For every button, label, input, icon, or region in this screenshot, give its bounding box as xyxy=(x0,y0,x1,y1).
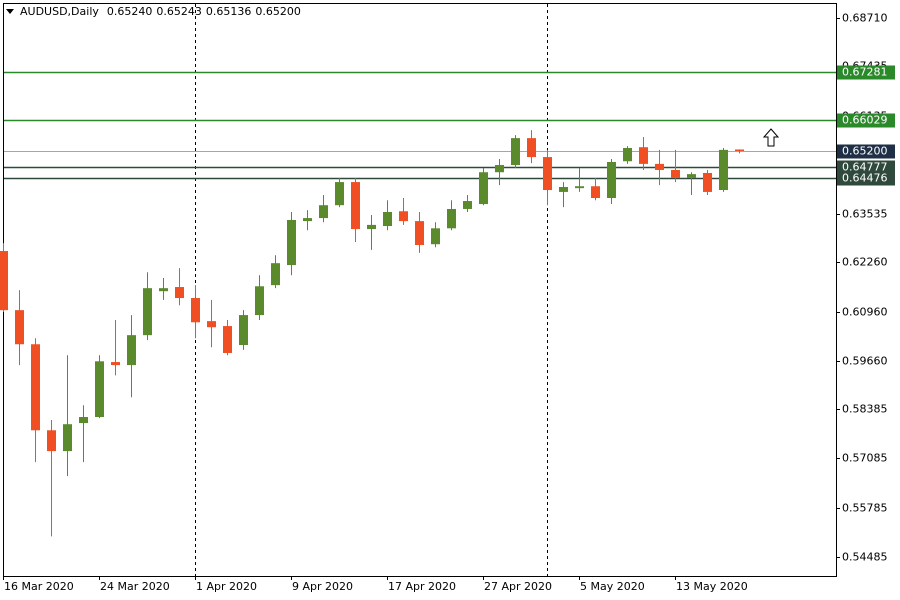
y-tick-label: 0.55785 xyxy=(842,502,888,515)
price-level-label: 0.67281 xyxy=(842,66,888,79)
candle-body xyxy=(431,228,440,245)
price-level-label-box xyxy=(837,144,895,159)
candle-body xyxy=(351,182,360,230)
candle-body xyxy=(79,417,88,424)
x-tick-label: 1 Apr 2020 xyxy=(196,580,257,593)
candle-body xyxy=(735,149,744,152)
candle-body xyxy=(31,344,40,431)
price-level-label-box xyxy=(837,113,895,128)
candle-body xyxy=(127,335,136,366)
candle-body xyxy=(687,174,696,178)
candle-body xyxy=(447,208,456,229)
candle-body xyxy=(175,287,184,299)
x-tick-label: 13 May 2020 xyxy=(676,580,748,593)
candle-body xyxy=(495,165,504,173)
candle-body xyxy=(63,424,72,452)
price-level-label: 0.64476 xyxy=(842,172,888,185)
x-tick-label: 24 Mar 2020 xyxy=(100,580,170,593)
menu-triangle[interactable] xyxy=(6,9,14,14)
x-tick-label: 5 May 2020 xyxy=(580,580,645,593)
candle-body xyxy=(335,182,344,206)
candle-body xyxy=(527,138,536,158)
candle-body xyxy=(655,163,664,170)
y-tick-label: 0.54485 xyxy=(842,551,888,564)
candle-body xyxy=(559,187,568,192)
candle-body xyxy=(719,149,728,191)
candle-body xyxy=(367,224,376,230)
price-level-label-box xyxy=(837,171,895,186)
chart-header: AUDUSD,Daily 0.65240 0.65243 0.65136 0.65200 xyxy=(20,5,301,18)
candle-body xyxy=(159,288,168,292)
y-tick-label: 0.58385 xyxy=(842,403,888,416)
candle-body xyxy=(671,169,680,178)
y-tick-label: 0.68710 xyxy=(842,12,888,25)
candle-body xyxy=(319,205,328,219)
candle-body xyxy=(255,286,264,316)
ohlc-value: 0.65200 xyxy=(255,5,301,18)
candle-body xyxy=(207,321,216,328)
candle-body xyxy=(607,161,616,198)
candle-body xyxy=(591,186,600,198)
price-level-label: 0.66029 xyxy=(842,114,888,127)
candle-body xyxy=(0,251,8,311)
candle-body xyxy=(511,138,520,166)
x-tick-label: 16 Mar 2020 xyxy=(4,580,74,593)
candle-body xyxy=(191,298,200,323)
candle-body xyxy=(95,361,104,418)
candle-body xyxy=(399,211,408,222)
price-level-label-box xyxy=(837,160,895,175)
candle-body xyxy=(111,362,120,366)
candle-body xyxy=(575,186,584,189)
x-tick-label: 27 Apr 2020 xyxy=(484,580,552,593)
candle-body xyxy=(271,263,280,286)
price-level-label-box xyxy=(837,65,895,80)
candle-body xyxy=(383,212,392,227)
price-level-label: 0.64777 xyxy=(842,161,888,174)
x-tick-label: 17 Apr 2020 xyxy=(388,580,456,593)
x-tick-label: 9 Apr 2020 xyxy=(292,580,353,593)
candle-body xyxy=(303,218,312,222)
candle-body xyxy=(143,288,152,336)
symbol-title: AUDUSD,Daily xyxy=(20,5,99,18)
candle-body xyxy=(623,147,632,162)
candle-body xyxy=(703,172,712,192)
candle-body xyxy=(415,221,424,245)
candle-body xyxy=(239,315,248,346)
candle-body xyxy=(479,172,488,205)
y-tick-label: 0.63535 xyxy=(842,208,888,221)
candle-body xyxy=(47,430,56,452)
ohlc-value: 0.65240 xyxy=(107,5,153,18)
candle-body xyxy=(639,147,648,164)
y-tick-label: 0.57085 xyxy=(842,452,888,465)
candle-body xyxy=(287,219,296,266)
ohlc-value: 0.65243 xyxy=(156,5,202,18)
candle-body xyxy=(463,201,472,209)
y-tick-label: 0.59660 xyxy=(842,355,888,368)
ohlc-value: 0.65136 xyxy=(206,5,252,18)
arrow-up-icon xyxy=(762,128,780,147)
candle-body xyxy=(15,310,24,345)
y-tick-label: 0.62260 xyxy=(842,256,888,269)
candle-body xyxy=(543,157,552,191)
y-tick-label: 0.60960 xyxy=(842,306,888,319)
price-level-label: 0.65200 xyxy=(842,145,888,158)
candle-body xyxy=(223,326,232,353)
